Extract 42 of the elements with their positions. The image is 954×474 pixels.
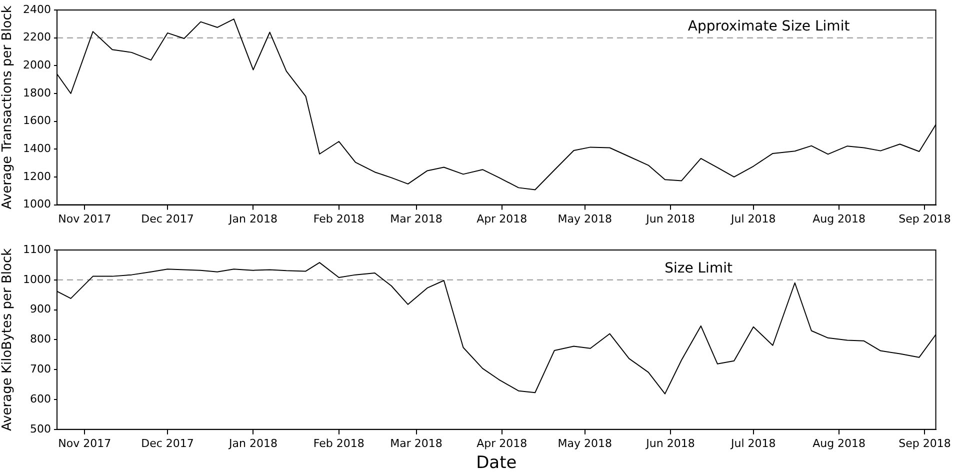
y-tick-label: 900 [30, 302, 51, 316]
x-tick-label: Jun 2018 [645, 436, 695, 450]
y-tick-label: 2200 [23, 30, 51, 44]
x-tick-label: May 2018 [558, 436, 612, 450]
x-tick-label: Dec 2017 [141, 212, 194, 226]
x-tick-label: Apr 2018 [476, 212, 528, 226]
ref-line-label: Approximate Size Limit [688, 18, 850, 34]
x-tick-label: Sep 2018 [898, 436, 951, 450]
y-tick-label: 1100 [23, 242, 51, 256]
y-tick-label: 1400 [23, 142, 51, 155]
y-tick-label: 700 [30, 362, 51, 376]
y-tick-label: 500 [30, 422, 51, 436]
x-tick-label: Apr 2018 [476, 436, 528, 450]
y-tick-label: 1200 [23, 170, 51, 183]
x-tick-label: Aug 2018 [812, 212, 866, 226]
y-tick-label: 2400 [23, 2, 51, 16]
x-tick-label: Aug 2018 [812, 436, 866, 450]
x-tick-label: Jan 2018 [228, 436, 278, 450]
y-axis-title: Average Transactions per Block [0, 5, 16, 210]
x-tick-label: Sep 2018 [898, 212, 951, 226]
y-tick-label: 2000 [23, 58, 51, 72]
x-tick-label: Dec 2017 [141, 436, 194, 450]
x-tick-label: Jun 2018 [645, 212, 695, 226]
x-tick-label: Jul 2018 [730, 436, 776, 450]
y-axis-title: Average KiloBytes per Block [0, 248, 16, 432]
x-tick-label: Nov 2017 [58, 212, 112, 226]
x-tick-label: Jan 2018 [228, 212, 278, 226]
x-tick-label: May 2018 [558, 212, 612, 226]
x-tick-label: Jul 2018 [730, 212, 776, 226]
x-tick-label: Mar 2018 [390, 212, 442, 226]
y-tick-label: 1000 [23, 198, 51, 211]
x-tick-label: Feb 2018 [313, 212, 364, 226]
x-tick-label: Nov 2017 [58, 436, 112, 450]
ref-line-label: Size Limit [664, 260, 733, 277]
y-tick-label: 1600 [23, 114, 51, 128]
x-tick-label: Mar 2018 [390, 436, 442, 450]
y-tick-label: 600 [30, 392, 51, 406]
x-tick-label: Feb 2018 [313, 436, 364, 450]
x-axis-title: Date [476, 453, 517, 474]
y-tick-label: 1800 [23, 86, 51, 100]
y-tick-label: 800 [30, 332, 51, 346]
y-tick-label: 1000 [23, 272, 51, 286]
